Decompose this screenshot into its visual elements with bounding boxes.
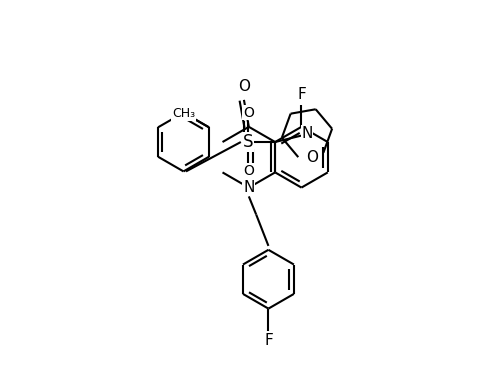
Text: F: F <box>264 333 273 348</box>
Text: N: N <box>302 126 312 141</box>
Text: S: S <box>243 133 254 151</box>
Text: O: O <box>243 106 254 120</box>
Text: N: N <box>243 180 254 195</box>
Text: O: O <box>243 164 254 179</box>
Text: CH₃: CH₃ <box>172 107 195 120</box>
Text: O: O <box>306 150 318 165</box>
Text: O: O <box>238 79 250 94</box>
Text: F: F <box>297 88 306 103</box>
